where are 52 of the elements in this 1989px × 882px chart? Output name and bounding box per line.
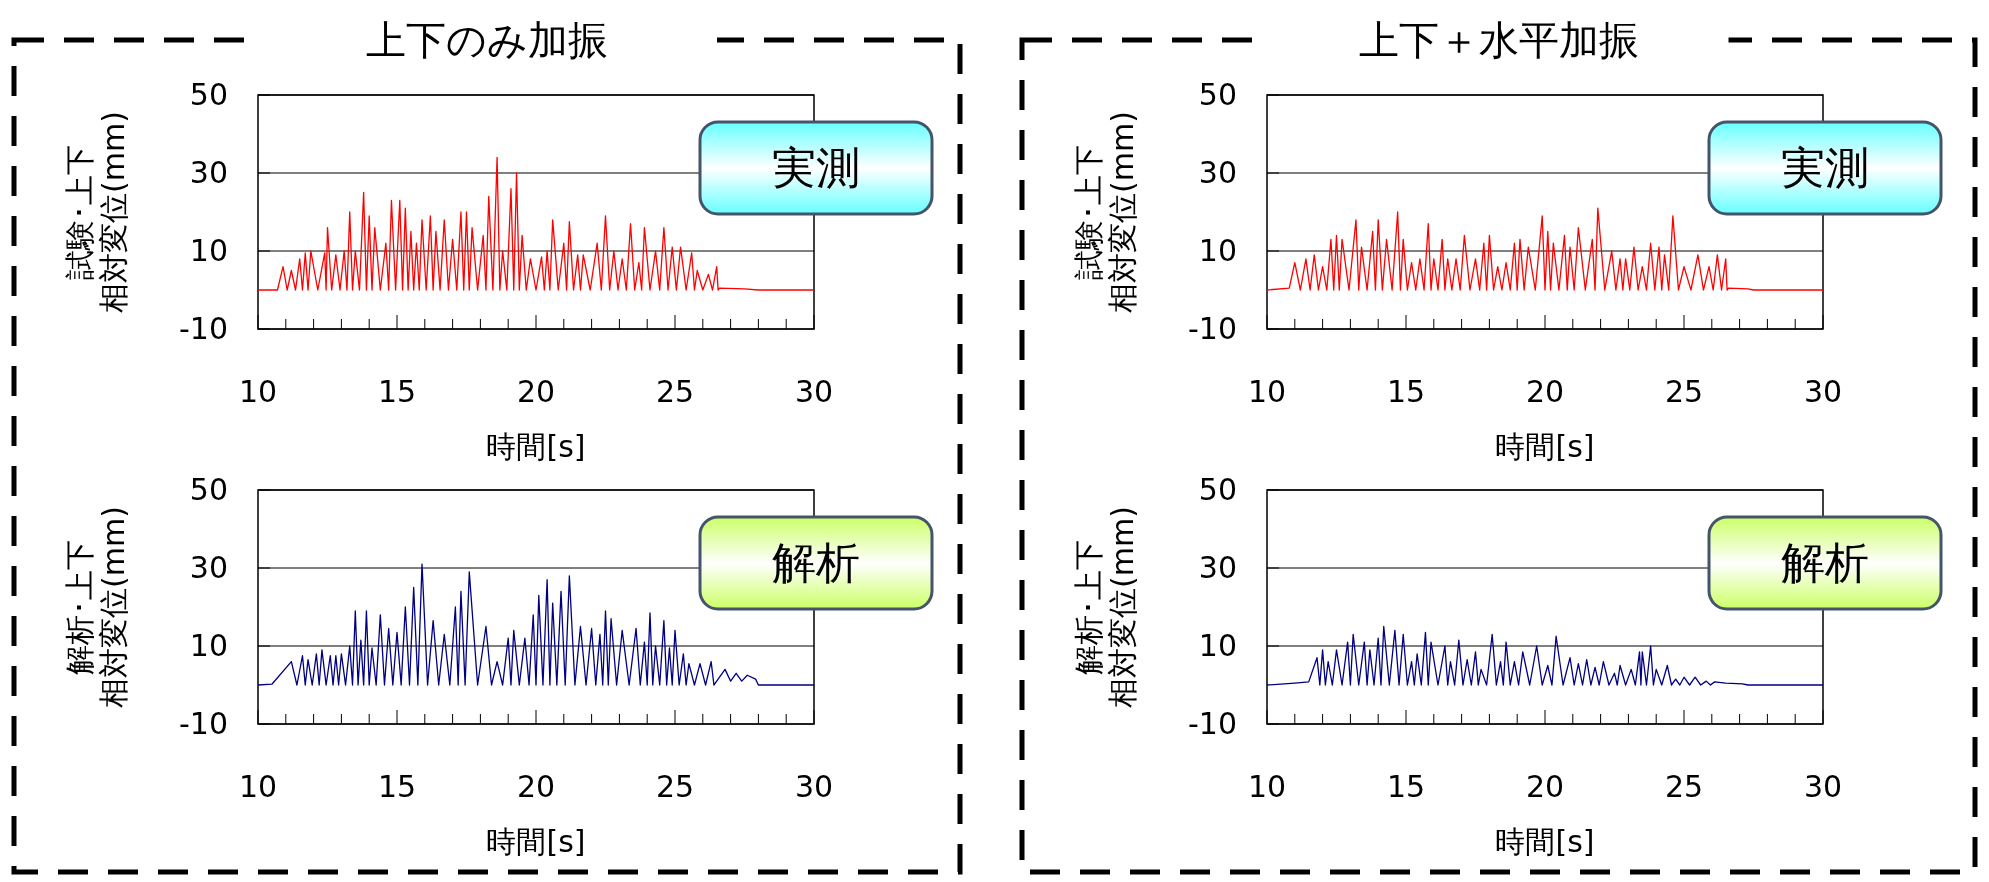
y-axis-title: 解析･上下相対変位(mm) xyxy=(1071,506,1140,708)
x-tick-label: 10 xyxy=(1247,769,1287,804)
x-tick-label: 15 xyxy=(377,374,417,409)
y-tick-label: 10 xyxy=(1198,628,1237,663)
annotation: 解析 xyxy=(772,537,860,588)
y-tick-label: 10 xyxy=(189,233,228,268)
x-tick-label: 20 xyxy=(516,769,556,804)
x-tick-label: 10 xyxy=(238,374,278,409)
x-tick-label: 10 xyxy=(1247,374,1287,409)
x-axis-title: 時間[s] xyxy=(486,824,586,859)
y-axis-title: 解析･上下相対変位(mm) xyxy=(62,506,131,708)
x-tick-label: 20 xyxy=(516,374,556,409)
y-tick-label: 50 xyxy=(189,77,228,112)
x-tick-label: 15 xyxy=(377,769,417,804)
x-tick-label: 25 xyxy=(1664,769,1704,804)
y-tick-label: 30 xyxy=(1198,550,1237,585)
y-tick-label: -10 xyxy=(1188,311,1237,346)
x-tick-label: 25 xyxy=(655,769,695,804)
chart-title: 上下＋水平加振 xyxy=(1358,17,1639,63)
y-tick-label: 10 xyxy=(1198,233,1237,268)
y-axis-title: 試験･上下相対変位(mm) xyxy=(62,111,131,313)
x-tick-label: 15 xyxy=(1386,374,1426,409)
x-tick-label: 30 xyxy=(794,769,834,804)
y-tick-label: 30 xyxy=(189,155,228,190)
x-tick-label: 25 xyxy=(1664,374,1704,409)
y-tick-label: -10 xyxy=(1188,706,1237,741)
y-tick-label: 50 xyxy=(1198,472,1237,507)
y-tick-label: 10 xyxy=(189,628,228,663)
line-series xyxy=(1266,207,1824,291)
x-tick-label: 30 xyxy=(1803,769,1843,804)
x-tick-label: 30 xyxy=(1803,374,1843,409)
y-tick-label: 50 xyxy=(1198,77,1237,112)
x-tick-label: 20 xyxy=(1525,769,1565,804)
chart-title: 上下のみ加振 xyxy=(366,17,608,63)
y-tick-label: 30 xyxy=(189,550,228,585)
x-tick-label: 30 xyxy=(794,374,834,409)
x-tick-label: 15 xyxy=(1386,769,1426,804)
x-tick-label: 20 xyxy=(1525,374,1565,409)
y-tick-label: -10 xyxy=(179,706,228,741)
y-axis-title: 試験･上下相対変位(mm) xyxy=(1071,111,1140,313)
line-series xyxy=(1266,625,1824,686)
annotation: 実測 xyxy=(772,142,860,193)
x-tick-label: 10 xyxy=(238,769,278,804)
x-axis-title: 時間[s] xyxy=(1495,824,1595,859)
annotation: 解析 xyxy=(1781,537,1869,588)
annotation: 実測 xyxy=(1781,142,1869,193)
x-axis-title: 時間[s] xyxy=(486,429,586,464)
y-tick-label: 50 xyxy=(189,472,228,507)
y-tick-label: 30 xyxy=(1198,155,1237,190)
x-axis-title: 時間[s] xyxy=(1495,429,1595,464)
y-tick-label: -10 xyxy=(179,311,228,346)
x-tick-label: 25 xyxy=(655,374,695,409)
